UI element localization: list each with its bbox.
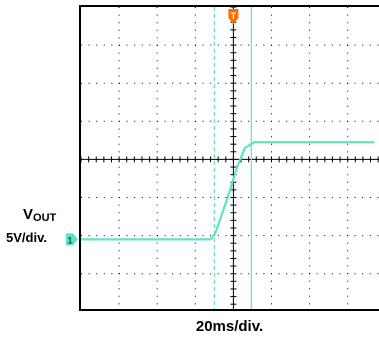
channel-1-marker-text: 1 [67, 235, 72, 245]
time-cursors [213, 7, 252, 309]
channel-scale: 5V/div. [6, 230, 47, 245]
channel-1-ground-marker [66, 233, 78, 246]
plot-frame [79, 5, 379, 311]
channel-name: V [23, 206, 34, 223]
timebase-label: 20ms/div. [195, 318, 264, 335]
grid [80, 6, 379, 309]
trace-layer [81, 141, 375, 241]
markers: 1T [66, 9, 239, 246]
trigger-marker-text: T [231, 11, 237, 21]
trigger-position-marker [228, 9, 239, 24]
channel-label: VOUT [23, 206, 56, 227]
channel-name-subscript: OUT [33, 212, 57, 224]
trace-vout [81, 141, 375, 241]
